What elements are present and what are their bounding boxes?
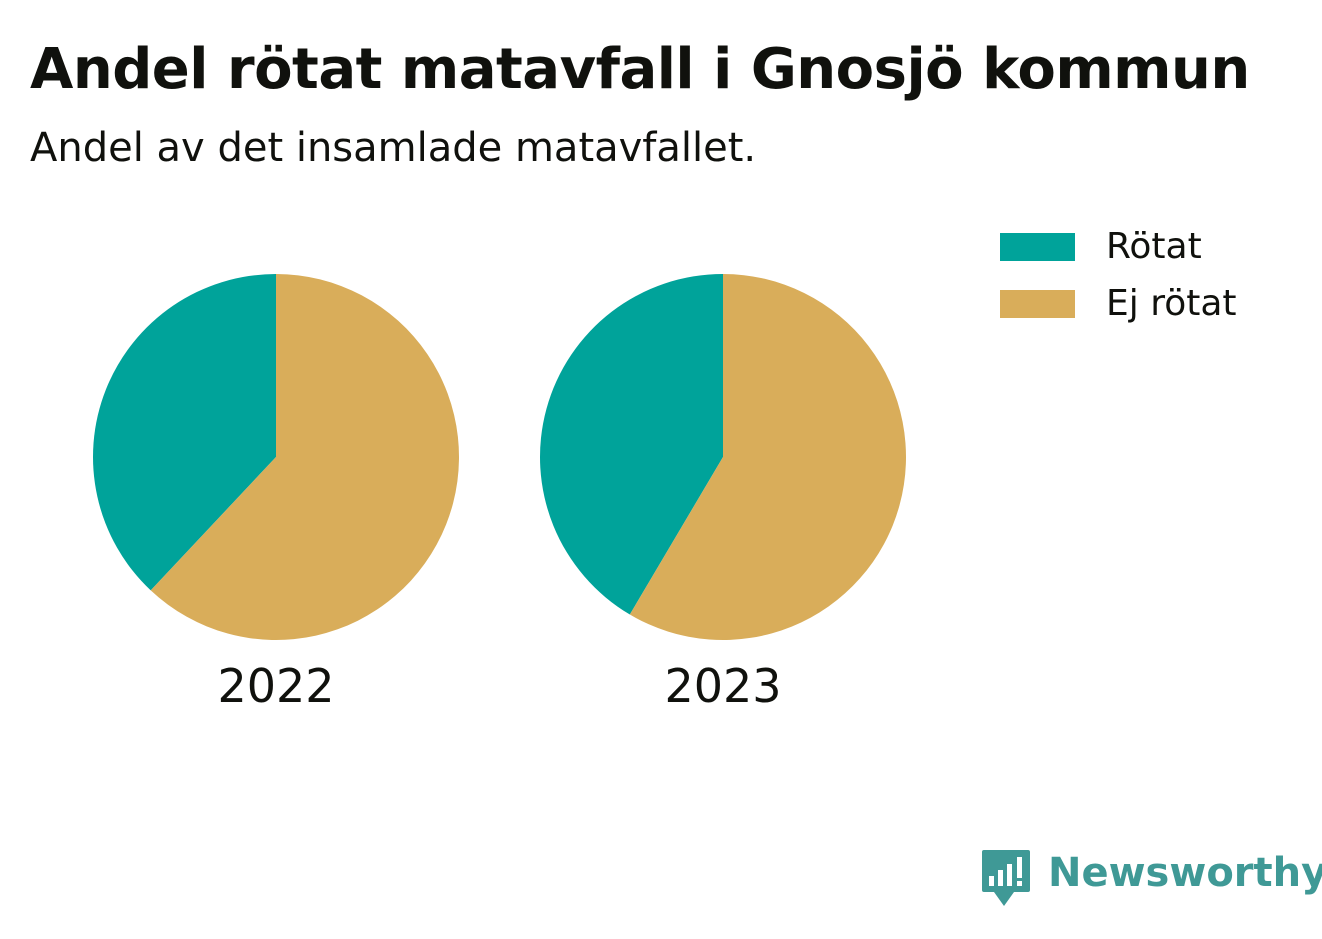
pie-2023-slice-ej-rotat	[629, 274, 906, 640]
newsworthy-logo-icon	[982, 850, 1030, 906]
chart-subtitle: Andel av det insamlade matavfallet.	[30, 125, 757, 171]
legend-swatch-rotat	[1000, 233, 1075, 261]
pie-2022-slice-ej-rotat	[150, 274, 460, 640]
chart-title: Andel rötat matavfall i Gnosjö kommun	[30, 37, 1250, 102]
legend-label-rotat: Rötat	[1106, 226, 1202, 267]
pie-label-2023: 2023	[664, 659, 781, 713]
pie-2022-slice-rotat	[93, 274, 276, 591]
pie-label-2022: 2022	[217, 659, 334, 713]
legend-swatch-ej-rotat	[1000, 290, 1075, 318]
legend-label-ej-rotat: Ej rötat	[1106, 283, 1237, 324]
pie-2023-slice-rotat	[539, 274, 723, 615]
brand-name: Newsworthy	[1048, 850, 1322, 896]
